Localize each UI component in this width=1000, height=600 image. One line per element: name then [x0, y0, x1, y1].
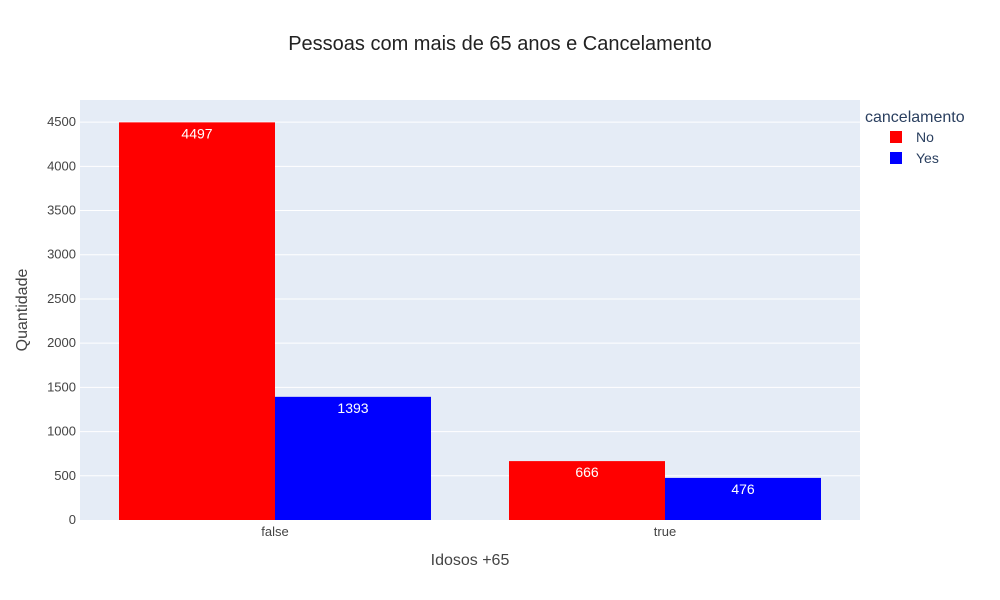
x-tick-label: true: [654, 524, 676, 539]
bar-value-label: 476: [731, 481, 755, 497]
x-tick-label: false: [261, 524, 288, 539]
y-tick-label: 1000: [47, 424, 76, 439]
y-tick-label: 2000: [47, 335, 76, 350]
x-axis-ticks: false true: [261, 524, 676, 539]
legend-swatch-yes[interactable]: [890, 152, 902, 164]
bar-yes-false[interactable]: [275, 396, 431, 520]
y-tick-label: 500: [54, 468, 76, 483]
bar-yes-true[interactable]: [665, 477, 821, 520]
y-tick-label: 0: [69, 512, 76, 527]
y-tick-label: 3000: [47, 247, 76, 262]
y-tick-label: 3500: [47, 203, 76, 218]
bars: [119, 122, 821, 520]
y-tick-label: 1500: [47, 379, 76, 394]
y-axis-title: Quantidade: [14, 269, 31, 352]
y-tick-label: 4500: [47, 114, 76, 129]
legend-label-yes[interactable]: Yes: [916, 150, 939, 166]
y-axis-ticks: 0 500 1000 1500 2000 2500 3000 3500 4000 4500: [47, 114, 76, 527]
bar-labels: 4497 1393 666 476: [181, 125, 754, 497]
legend: cancelamento No Yes: [865, 109, 965, 166]
x-axis-title: Idosos +65: [431, 552, 510, 569]
y-tick-label: 2500: [47, 291, 76, 306]
legend-title: cancelamento: [865, 109, 965, 126]
bar-no-true[interactable]: [509, 461, 665, 520]
bar-value-label: 1393: [337, 400, 368, 416]
chart-title: Pessoas com mais de 65 anos e Cancelamen…: [288, 33, 712, 55]
legend-swatch-no[interactable]: [890, 131, 902, 143]
legend-label-no[interactable]: No: [916, 129, 934, 145]
y-tick-label: 4000: [47, 158, 76, 173]
bar-value-label: 4497: [181, 125, 212, 141]
bar-value-label: 666: [575, 464, 599, 480]
bar-no-false[interactable]: [119, 122, 275, 520]
